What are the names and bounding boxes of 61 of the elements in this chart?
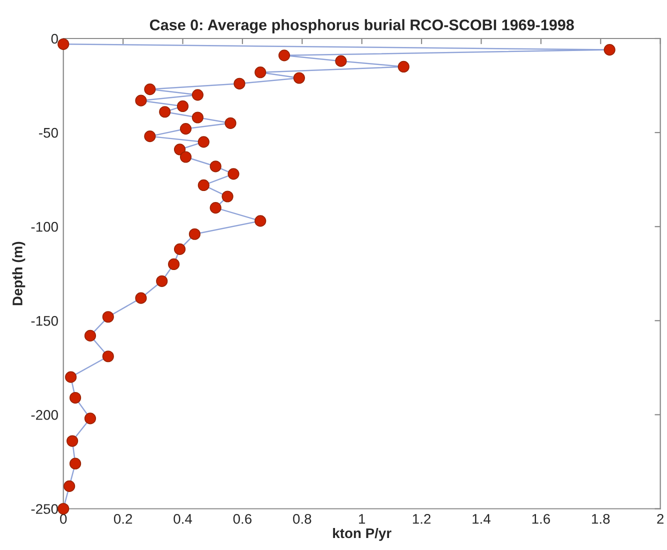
point (198, 136, 210, 148)
y-tick-label: -250 (31, 504, 58, 514)
x-tick-label: 1.6 (532, 514, 550, 524)
x-tick-label: 0.4 (174, 514, 192, 524)
y-axis-title: Depth (m) (12, 242, 26, 306)
point (192, 89, 204, 101)
point (278, 50, 290, 62)
point (180, 122, 192, 135)
point (70, 392, 82, 404)
point (188, 228, 200, 240)
x-tick-label: 1.2 (412, 514, 430, 524)
point (228, 168, 240, 180)
point (174, 144, 186, 156)
point (174, 243, 186, 255)
y-tick-label: -150 (31, 316, 58, 326)
point (168, 258, 180, 270)
point (58, 38, 70, 50)
point (58, 502, 70, 515)
y-tick-label: 0 (51, 34, 58, 44)
y-tick-label: -50 (39, 128, 58, 138)
point (604, 44, 616, 56)
point (64, 480, 76, 492)
point (70, 458, 82, 470)
point (234, 78, 246, 90)
point (102, 350, 114, 362)
x-tick-label: 0.8 (293, 514, 312, 524)
point (159, 106, 171, 118)
point (144, 83, 156, 96)
point (176, 100, 189, 112)
point (210, 160, 222, 172)
point (180, 151, 192, 163)
point (84, 330, 96, 342)
x-tick-label: 1 (359, 514, 366, 524)
point (66, 435, 78, 447)
x-axis-title: kton P/yr (333, 528, 392, 541)
point (210, 202, 222, 214)
point (65, 371, 77, 383)
point (198, 179, 210, 192)
point (293, 72, 305, 84)
y-tick-label: -100 (31, 222, 58, 232)
point (102, 311, 114, 323)
x-tick-label: 1.4 (472, 514, 490, 524)
point (224, 117, 236, 129)
point (398, 60, 410, 73)
x-tick-label: 0.6 (233, 514, 252, 524)
point (135, 292, 147, 304)
x-tick-label: 1.8 (592, 514, 610, 524)
point (254, 66, 266, 78)
y-tick-label: -200 (31, 410, 58, 420)
point (335, 55, 347, 67)
point (144, 130, 156, 142)
point (135, 94, 147, 106)
x-tick-label: 2 (657, 514, 664, 524)
point (156, 275, 168, 287)
chart-title: Case 0: Average phosphorus burial RCO-SCOBI 1969-1998 (150, 19, 574, 34)
x-tick-label: 0 (60, 514, 67, 524)
point (222, 190, 234, 202)
point (84, 412, 96, 424)
point (254, 215, 266, 227)
x-tick-label: 0.2 (114, 514, 132, 524)
point (192, 112, 204, 124)
